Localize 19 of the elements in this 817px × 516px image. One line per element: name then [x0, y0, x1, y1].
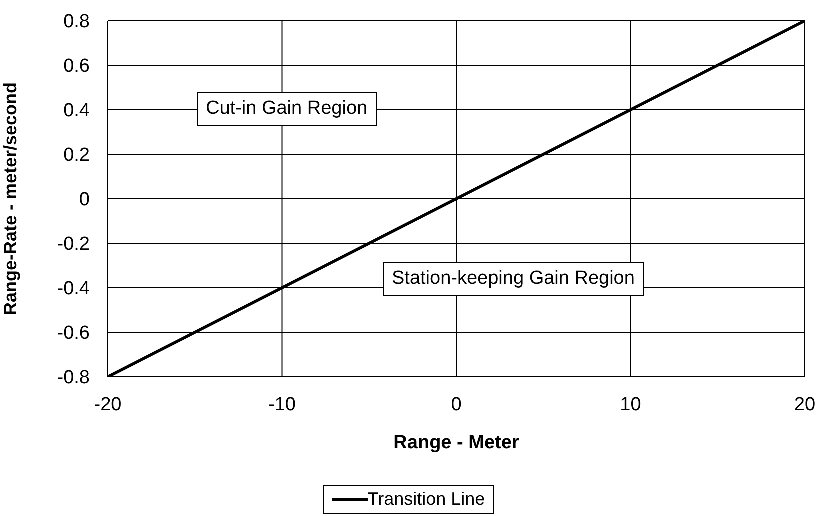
x-axis-title: Range - Meter — [394, 432, 520, 454]
annotation: Cut-in Gain Region — [197, 92, 377, 126]
annotation: Station-keeping Gain Region — [383, 262, 644, 296]
y-tick-label: -0.8 — [57, 368, 90, 389]
y-tick-label: -0.2 — [57, 234, 90, 256]
y-tick-label: 0.2 — [64, 145, 90, 166]
y-tick-label: 0.4 — [64, 100, 90, 122]
y-tick-label: 0 — [79, 190, 90, 211]
y-tick-label: -0.6 — [57, 323, 90, 344]
x-tick-label: 10 — [620, 394, 642, 416]
y-tick-label: -0.4 — [57, 278, 90, 300]
x-tick-label: 0 — [451, 394, 462, 416]
y-tick-label: 0.6 — [64, 56, 90, 78]
x-tick-label: -20 — [94, 394, 122, 416]
x-tick-label: 20 — [794, 394, 816, 416]
y-tick-label: 0.8 — [64, 12, 90, 33]
x-tick-label: -10 — [268, 394, 296, 416]
legend-label: Transition Line — [368, 489, 486, 510]
y-axis-title: Range-Rate - meter/second — [0, 82, 20, 316]
